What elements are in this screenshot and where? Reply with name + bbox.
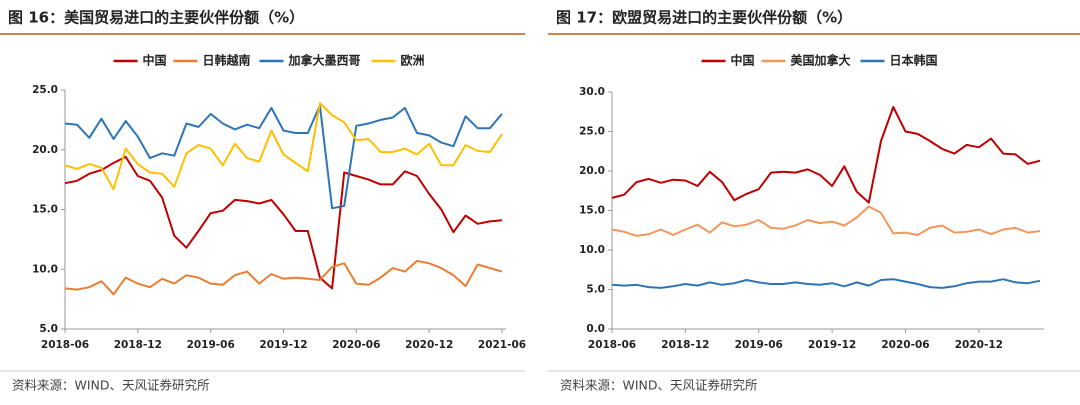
x-tick-label: 2019-12	[259, 339, 307, 351]
y-tick-label: 10.0	[579, 244, 605, 256]
x-tick-label: 2020-06	[332, 339, 380, 351]
x-tick-label: 2020-12	[955, 339, 1003, 351]
series-line	[64, 102, 503, 191]
series-line	[611, 278, 1041, 289]
y-tick-label: 15.0	[32, 204, 58, 216]
y-tick-label: 15.0	[579, 205, 605, 217]
legend-label: 加拿大墨西哥	[288, 53, 361, 68]
x-tick-label: 2019-06	[187, 339, 235, 351]
x-tick-label: 2018-06	[588, 339, 636, 351]
y-tick-label: 5.0	[586, 284, 605, 296]
legend-label: 日韩越南	[203, 53, 251, 68]
y-tick-label: 25.0	[32, 84, 58, 96]
y-tick-label: 0.0	[586, 323, 605, 335]
chart-title: 图 17：欧盟贸易进口的主要伙伴份额（%）	[556, 9, 852, 27]
legend-label: 中国	[143, 53, 167, 68]
y-tick-label: 30.0	[579, 86, 605, 98]
x-tick-label: 2018-12	[114, 339, 162, 351]
legend-label: 日本韩国	[890, 53, 938, 68]
y-tick-label: 20.0	[32, 144, 58, 156]
x-tick-label: 2019-12	[808, 339, 856, 351]
y-tick-label: 25.0	[579, 126, 605, 138]
y-tick-label: 10.0	[32, 263, 58, 275]
y-tick-label: 20.0	[579, 165, 605, 177]
x-tick-label: 2018-12	[661, 339, 709, 351]
x-tick-label: 2021-06	[478, 339, 526, 351]
series-line	[64, 259, 503, 296]
series-line	[64, 104, 503, 210]
chart-title: 图 16：美国贸易进口的主要伙伴份额（%）	[8, 9, 304, 27]
series-line	[611, 205, 1041, 237]
legend-label: 欧洲	[401, 53, 425, 68]
legend-label: 中国	[731, 53, 755, 68]
source: 资料来源：WIND、天风证券研究所	[12, 378, 210, 393]
x-tick-label: 2020-06	[881, 339, 929, 351]
legend-label: 美国加拿大	[791, 53, 851, 68]
x-tick-label: 2020-12	[405, 339, 453, 351]
source: 资料来源：WIND、天风证券研究所	[560, 378, 758, 393]
series-line	[64, 155, 503, 290]
series-line	[611, 106, 1041, 204]
x-tick-label: 2018-06	[41, 339, 89, 351]
y-tick-label: 5.0	[39, 323, 58, 335]
x-tick-label: 2019-06	[735, 339, 783, 351]
